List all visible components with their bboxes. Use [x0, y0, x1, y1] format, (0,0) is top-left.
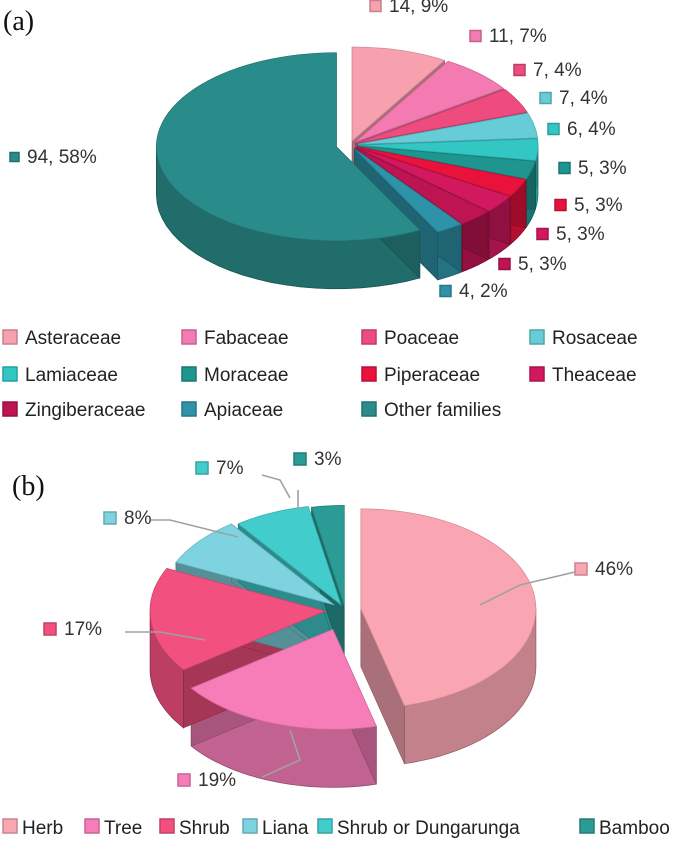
legend-families: Asteraceae Fabaceae Poaceae Rosaceae Lamiace…: [2, 328, 638, 421]
data-label-theaceae-marker: [536, 227, 549, 241]
data-label-piperaceae: 5, 3%: [574, 195, 623, 216]
data-label-zingiberaceae: 5, 3%: [518, 254, 567, 275]
leader-line-liana: [150, 519, 239, 538]
legend-label-tree: Tree: [104, 818, 142, 839]
slice-liana: [175, 523, 335, 606]
slice-zingiberaceae: [355, 147, 489, 225]
slice-theaceae: [356, 147, 511, 212]
slice-lamiaceae: [357, 138, 539, 161]
slice-moraceae: [357, 145, 536, 180]
data-label-apiaceae: 4, 2%: [459, 281, 508, 302]
legend-swatch-shrub-or-dungarunga: [317, 818, 333, 834]
slice-bamboo: [310, 505, 345, 606]
legend-swatch-bamboo: [579, 818, 595, 834]
slice-other-families: [156, 52, 421, 242]
legend-label-shrub-or-dungarunga: Shrub or Dungarunga: [337, 818, 520, 839]
legend-label-piperaceae: Piperaceae: [384, 365, 480, 386]
pie-chart-families: 14, 9% 11, 7% 7, 4% 7, 4% 6, 4% 5, 3% 5, 3% 5, …: [9, 0, 627, 302]
panel-a-label: (a): [3, 6, 34, 37]
legend-life-forms: Herb Tree Shrub Liana Shrub or Dungarunga Bam…: [2, 818, 670, 839]
slice-apiaceae: [353, 148, 463, 233]
data-label-lamiaceae-marker: [547, 122, 560, 136]
data-label-tree-marker: [177, 773, 191, 787]
legend-swatch-poaceae: [361, 329, 377, 345]
legend-swatch-apiaceae: [181, 401, 197, 417]
data-label-other-families-marker: [9, 151, 20, 163]
slice-shrub-or-dungarunga: [237, 506, 342, 606]
legend-label-moraceae: Moraceae: [204, 365, 289, 386]
legend-swatch-herb: [2, 818, 18, 834]
data-label-theaceae: 5, 3%: [556, 224, 605, 245]
leader-line-shrub: [125, 631, 206, 641]
legend-swatch-other-families: [361, 401, 377, 417]
leader-line-herb: [479, 571, 576, 606]
legend-swatch-tree: [84, 818, 100, 834]
data-label-moraceae-marker: [558, 161, 571, 175]
data-label-tree: 19%: [198, 770, 236, 791]
data-label-poaceae-marker: [513, 63, 526, 77]
legend-label-herb: Herb: [22, 818, 63, 839]
data-label-liana-marker: [103, 511, 117, 525]
data-label-rosaceae: 7, 4%: [559, 88, 608, 109]
legend-swatch-theaceae: [529, 366, 545, 382]
legend-label-lamiaceae: Lamiaceae: [25, 365, 118, 386]
slice-fabaceae: [355, 60, 505, 143]
data-label-herb-marker: [574, 562, 588, 576]
legend-label-shrub: Shrub: [179, 818, 230, 839]
leader-line-shrub-or-dungarunga: [261, 474, 291, 499]
legend-swatch-moraceae: [181, 366, 197, 382]
data-label-poaceae: 7, 4%: [533, 60, 582, 81]
legend-swatch-piperaceae: [361, 366, 377, 382]
data-label-rosaceae-marker: [539, 91, 552, 105]
legend-swatch-zingiberaceae: [2, 401, 18, 417]
data-label-other-families: 94, 58%: [27, 147, 97, 168]
legend-swatch-rosaceae: [529, 329, 545, 345]
slice-herb: [360, 508, 537, 707]
data-label-lamiaceae: 6, 4%: [567, 119, 616, 140]
data-label-shrub-or-dungarunga: 7%: [216, 458, 244, 479]
slice-shrub: [149, 568, 327, 671]
pie-chart-life-forms: 46% 19% 17% 8% 7% 3%: [43, 449, 633, 791]
data-label-zingiberaceae-marker: [498, 257, 511, 271]
legend-swatch-lamiaceae: [2, 366, 18, 382]
legend-label-zingiberaceae: Zingiberaceae: [25, 400, 145, 421]
legend-label-asteraceae: Asteraceae: [25, 328, 121, 349]
legend-label-rosaceae: Rosaceae: [552, 328, 638, 349]
legend-label-theaceae: Theaceae: [552, 365, 637, 386]
data-label-shrub: 17%: [64, 619, 102, 640]
leader-line-tree: [261, 729, 301, 778]
data-label-shrub-or-dungarunga-marker: [195, 461, 209, 475]
slice-asteraceae: [351, 46, 446, 142]
legend-swatch-shrub: [159, 818, 175, 834]
data-label-bamboo-marker: [293, 452, 307, 466]
slice-tree: [190, 628, 377, 730]
data-label-asteraceae-marker: [369, 0, 382, 13]
slice-rosaceae: [357, 112, 538, 145]
legend-label-apiaceae: Apiaceae: [204, 400, 283, 421]
legend-label-liana: Liana: [262, 818, 309, 839]
legend-label-fabaceae: Fabaceae: [204, 328, 289, 349]
data-label-apiaceae-marker: [439, 284, 452, 298]
legend-label-bamboo: Bamboo: [599, 818, 670, 839]
data-label-bamboo: 3%: [314, 449, 342, 470]
data-label-fabaceae: 11, 7%: [489, 26, 547, 47]
legend-swatch-liana: [242, 818, 258, 834]
legend-label-poaceae: Poaceae: [384, 328, 459, 349]
legend-label-other-families: Other families: [384, 400, 501, 421]
data-label-asteraceae: 14, 9%: [389, 0, 448, 17]
legend-swatch-fabaceae: [181, 329, 197, 345]
legend-swatch-asteraceae: [2, 329, 18, 345]
data-label-fabaceae-marker: [469, 29, 482, 43]
slice-poaceae: [356, 89, 528, 144]
data-label-shrub-marker: [43, 622, 57, 636]
slice-piperaceae: [357, 146, 527, 197]
data-label-herb: 46%: [595, 559, 633, 580]
data-label-piperaceae-marker: [554, 198, 567, 212]
panel-b-label: (b): [12, 471, 45, 502]
data-label-moraceae: 5, 3%: [578, 158, 627, 179]
data-label-liana: 8%: [124, 508, 152, 529]
